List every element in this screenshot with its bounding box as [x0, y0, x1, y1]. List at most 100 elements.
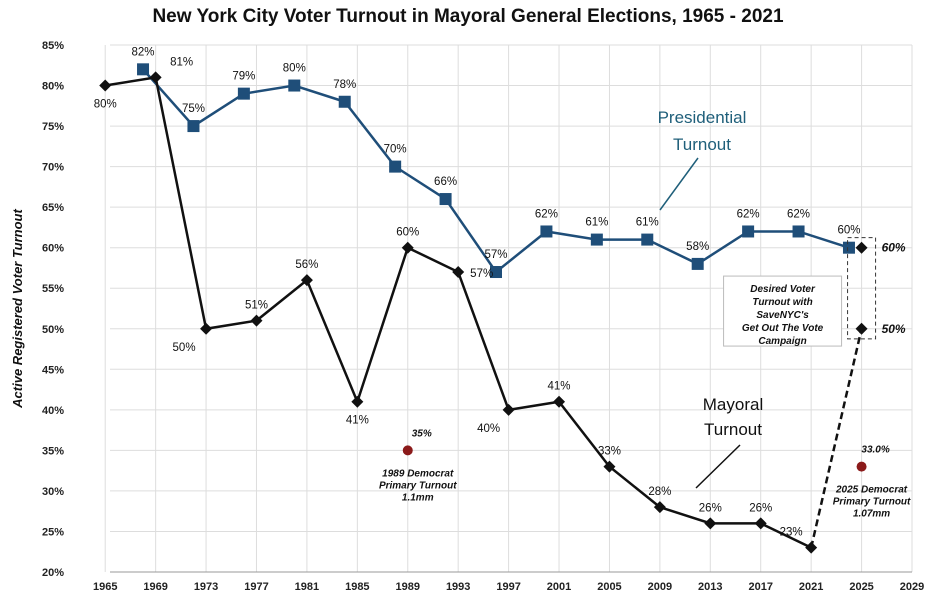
- presidential-data-label: 78%: [333, 79, 356, 91]
- x-tick-label: 2001: [547, 581, 571, 593]
- y-tick-label: 40%: [42, 405, 64, 417]
- presidential-point: [137, 63, 150, 76]
- x-tick-label: 1981: [295, 581, 319, 593]
- presidential-data-label: 82%: [132, 46, 155, 58]
- mayoral-point: [351, 395, 364, 408]
- x-tick-label: 2017: [748, 581, 772, 593]
- mayoral-point: [300, 274, 313, 287]
- y-tick-label: 50%: [42, 324, 64, 336]
- presidential-data-label: 62%: [787, 208, 810, 220]
- mayoral-data-label: 81%: [170, 56, 193, 68]
- y-tick-label: 45%: [42, 364, 64, 376]
- mayoral-point: [452, 266, 465, 279]
- presidential-point: [590, 233, 603, 246]
- x-tick-label: 2009: [648, 581, 672, 593]
- mayoral-data-label: 57%: [470, 268, 493, 280]
- presidential-data-label: 79%: [232, 71, 255, 83]
- chart-title: New York City Voter Turnout in Mayoral G…: [152, 6, 784, 27]
- presidential-data-label: 61%: [585, 217, 608, 229]
- mayoral-data-label: 60%: [396, 227, 419, 239]
- presidential-point: [842, 241, 855, 254]
- presidential-data-label: 62%: [737, 208, 760, 220]
- y-tick-label: 20%: [42, 567, 64, 579]
- presidential-point: [691, 257, 704, 270]
- mayoral-series-label: Mayoral: [703, 395, 763, 414]
- presidential-point: [540, 225, 553, 238]
- presidential-series-label: Turnout: [673, 135, 731, 154]
- primary-turnout-text: 1.1mm: [402, 492, 434, 503]
- primary-turnout-text: 1989 Democrat: [382, 468, 454, 479]
- y-tick-label: 35%: [42, 445, 64, 457]
- desired-turnout-box: [723, 275, 843, 347]
- primary-turnout-text: 1.07mm: [853, 509, 890, 520]
- presidential-data-label: 57%: [484, 249, 507, 261]
- mayoral-point: [603, 460, 616, 473]
- x-tick-label: 1993: [446, 581, 470, 593]
- primary-turnout-value: 33.0%: [861, 445, 889, 456]
- mayoral-data-label: 40%: [477, 423, 500, 435]
- primary-turnout-point: [402, 445, 413, 456]
- primary-turnout-text: Primary Turnout: [379, 480, 457, 491]
- presidential-data-label: 58%: [686, 241, 709, 253]
- x-tick-label: 2013: [698, 581, 722, 593]
- primary-turnout-value: 35%: [412, 428, 432, 439]
- mayoral-data-label: 51%: [245, 300, 268, 312]
- y-tick-label: 65%: [42, 202, 64, 214]
- presidential-data-label: 61%: [636, 217, 659, 229]
- presidential-point: [338, 95, 351, 108]
- presidential-series-label: Presidential: [658, 108, 747, 127]
- y-tick-label: 25%: [42, 526, 64, 538]
- presidential-point: [641, 233, 654, 246]
- desired-turnout-text: SaveNYC's: [756, 310, 809, 321]
- x-tick-label: 2005: [597, 581, 621, 593]
- mayoral-data-label: 41%: [548, 381, 571, 393]
- primary-turnout-text: 2025 Democrat: [835, 485, 908, 496]
- mayoral-point: [149, 71, 162, 84]
- primary-turnout-text: Primary Turnout: [833, 497, 911, 508]
- goal-point: [855, 241, 868, 254]
- presidential-data-label: 66%: [434, 176, 457, 188]
- mayoral-point: [553, 395, 566, 408]
- x-tick-label: 2029: [900, 581, 924, 593]
- mayoral-data-label: 50%: [173, 342, 196, 354]
- y-tick-label: 70%: [42, 162, 64, 174]
- mayoral-point: [704, 517, 717, 530]
- presidential-data-label: 75%: [182, 103, 205, 115]
- mayoral-point: [99, 79, 112, 92]
- mayoral-data-label: 33%: [598, 446, 621, 458]
- desired-turnout-text: Campaign: [758, 336, 806, 347]
- presidential-point: [742, 225, 755, 238]
- y-axis-label: Active Registered Voter Turnout: [10, 209, 25, 409]
- x-tick-label: 2021: [799, 581, 823, 593]
- mayoral-data-label: 41%: [346, 415, 369, 427]
- presidential-data-label: 80%: [283, 63, 306, 75]
- x-tick-label: 1997: [496, 581, 520, 593]
- mayoral-data-label: 56%: [295, 259, 318, 271]
- mayoral-arrow: [695, 444, 741, 489]
- presidential-point: [490, 266, 502, 279]
- x-tick-label: 1989: [396, 581, 420, 593]
- goal-data-label: 60%: [882, 241, 906, 255]
- presidential-point: [288, 79, 301, 92]
- presidential-data-label: 70%: [384, 144, 407, 156]
- mayoral-point: [653, 501, 666, 514]
- mayoral-series-label: Turnout: [704, 420, 762, 439]
- presidential-point: [237, 87, 250, 100]
- presidential-point: [187, 120, 200, 133]
- mayoral-point: [200, 322, 213, 335]
- y-tick-label: 30%: [42, 486, 64, 498]
- x-tick-label: 1965: [93, 581, 117, 593]
- mayoral-point: [502, 403, 515, 416]
- desired-turnout-text: Desired Voter: [750, 284, 816, 295]
- mayoral-point: [805, 541, 818, 554]
- goal-data-label: 50%: [882, 322, 906, 336]
- presidential-data-label: 62%: [535, 208, 558, 220]
- mayoral-data-label: 28%: [648, 486, 671, 498]
- presidential-point: [389, 160, 402, 173]
- desired-turnout-text: Get Out The Vote: [742, 323, 824, 334]
- goal-dashed-box: [847, 237, 877, 340]
- mayoral-point: [401, 241, 414, 254]
- presidential-point: [792, 225, 805, 238]
- x-tick-label: 2025: [849, 581, 873, 593]
- y-tick-label: 85%: [42, 40, 64, 52]
